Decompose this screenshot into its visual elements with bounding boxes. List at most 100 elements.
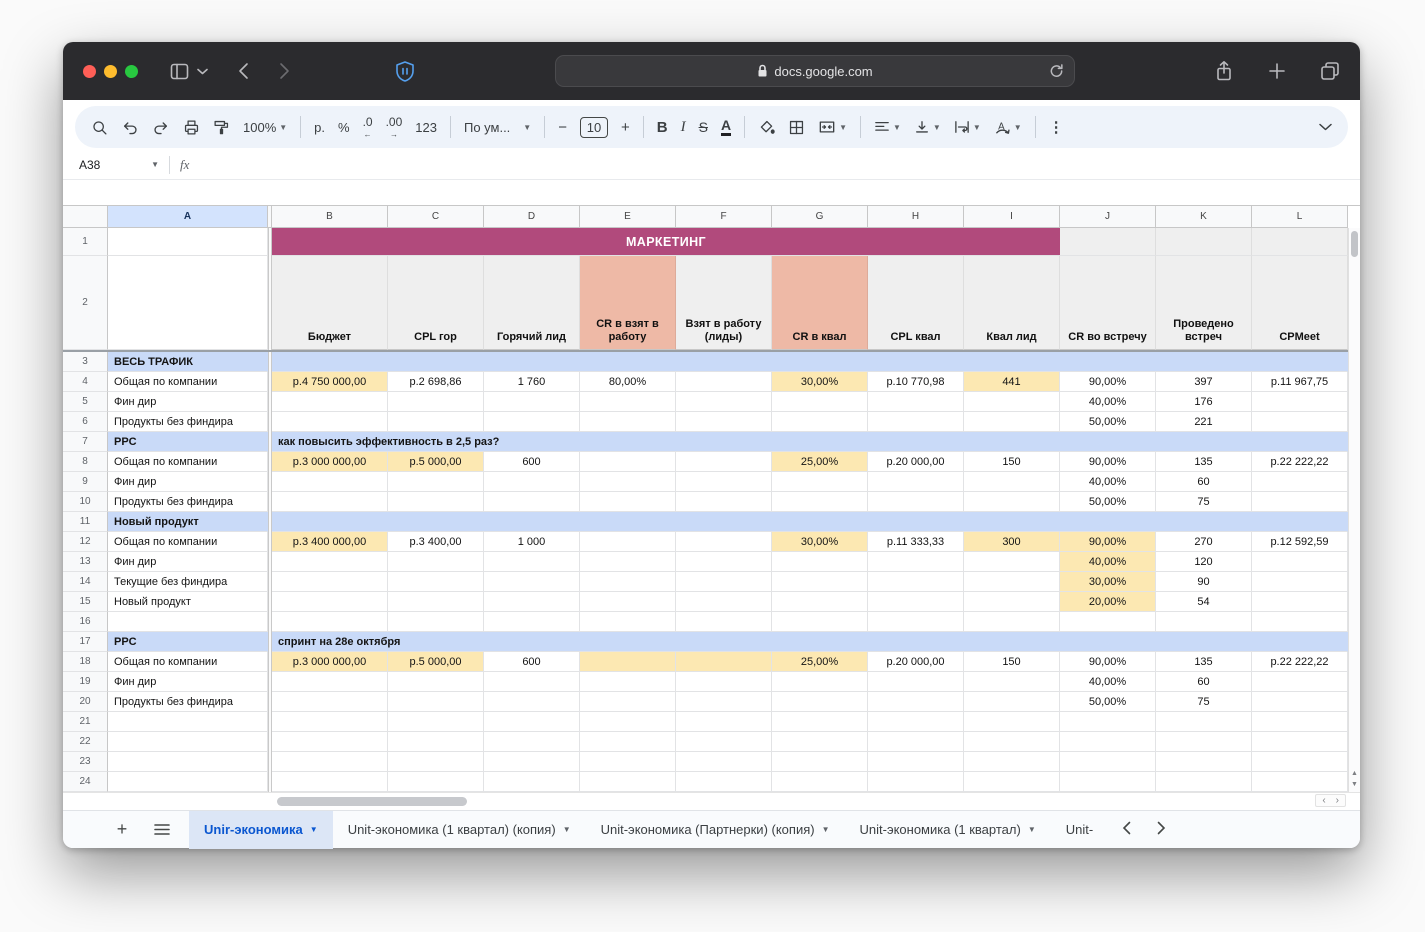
cell-C6[interactable] (388, 412, 484, 432)
cell-I20[interactable] (964, 692, 1060, 712)
cell-F9[interactable] (676, 472, 772, 492)
cell-J2[interactable]: CR во встречу (1060, 256, 1156, 350)
row-header-13[interactable]: 13 (63, 552, 108, 572)
vertical-scrollbar[interactable]: ▲ ▼ (1348, 228, 1360, 792)
text-rotation-icon[interactable]: A ▼ (995, 121, 1022, 134)
row-header-21[interactable]: 21 (63, 712, 108, 732)
row-header-2[interactable]: 2 (63, 256, 108, 350)
cell-B11[interactable] (272, 512, 1348, 532)
cell-I10[interactable] (964, 492, 1060, 512)
cell-I8[interactable]: 150 (964, 452, 1060, 472)
cell-G13[interactable] (772, 552, 868, 572)
tab-dropdown-icon[interactable]: ▼ (309, 825, 318, 834)
format-currency-button[interactable]: р. (314, 119, 326, 135)
row-header-22[interactable]: 22 (63, 732, 108, 752)
cell-G10[interactable] (772, 492, 868, 512)
cell-A13[interactable]: Фин дир (108, 552, 268, 572)
row-header-4[interactable]: 4 (63, 372, 108, 392)
cell-C21[interactable] (388, 712, 484, 732)
cell-B10[interactable] (272, 492, 388, 512)
cell-F19[interactable] (676, 672, 772, 692)
cell-A22[interactable] (108, 732, 268, 752)
cell-B8[interactable]: р.3 000 000,00 (272, 452, 388, 472)
cell-B20[interactable] (272, 692, 388, 712)
cell-I16[interactable] (964, 612, 1060, 632)
cell-A4[interactable]: Общая по компании (108, 372, 268, 392)
cell-F24[interactable] (676, 772, 772, 792)
cell-I18[interactable]: 150 (964, 652, 1060, 672)
horizontal-scrollbar[interactable]: ‹ › (63, 792, 1360, 810)
strikethrough-button[interactable]: S (698, 119, 708, 135)
cell-G16[interactable] (772, 612, 868, 632)
cell-F2[interactable]: Взят в работу (лиды) (676, 256, 772, 350)
cell-H18[interactable]: р.20 000,00 (868, 652, 964, 672)
cell-I12[interactable]: 300 (964, 532, 1060, 552)
cell-K22[interactable] (1156, 732, 1252, 752)
cell-J16[interactable] (1060, 612, 1156, 632)
sheet-tab-3[interactable]: Unit-экономика (Партнерки) (копия) ▼ (586, 811, 845, 849)
column-header-L[interactable]: L (1252, 206, 1348, 228)
cell-B2[interactable]: Бюджет (272, 256, 388, 350)
row-header-9[interactable]: 9 (63, 472, 108, 492)
cell-L14[interactable] (1252, 572, 1348, 592)
row-header-20[interactable]: 20 (63, 692, 108, 712)
cell-E5[interactable] (580, 392, 676, 412)
cell-J24[interactable] (1060, 772, 1156, 792)
cell-B14[interactable] (272, 572, 388, 592)
cell-F13[interactable] (676, 552, 772, 572)
cell-F12[interactable] (676, 532, 772, 552)
cell-F15[interactable] (676, 592, 772, 612)
cell-J1[interactable] (1060, 228, 1156, 256)
cell-G8[interactable]: 25,00% (772, 452, 868, 472)
row-header-6[interactable]: 6 (63, 412, 108, 432)
number-format-button[interactable]: 123 (415, 119, 437, 135)
cell-E8[interactable] (580, 452, 676, 472)
cell-A15[interactable]: Новый продукт (108, 592, 268, 612)
paint-format-icon[interactable] (213, 119, 230, 136)
cell-C9[interactable] (388, 472, 484, 492)
cell-J21[interactable] (1060, 712, 1156, 732)
tab-dropdown-icon[interactable]: ▼ (821, 825, 830, 834)
cell-L10[interactable] (1252, 492, 1348, 512)
cell-I21[interactable] (964, 712, 1060, 732)
bold-button[interactable]: B (656, 118, 668, 136)
fill-color-icon[interactable] (758, 119, 775, 136)
cell-L23[interactable] (1252, 752, 1348, 772)
back-button[interactable] (238, 62, 249, 80)
cell-F5[interactable] (676, 392, 772, 412)
cell-E4[interactable]: 80,00% (580, 372, 676, 392)
column-header-A[interactable]: A (108, 206, 268, 228)
cell-D24[interactable] (484, 772, 580, 792)
sheet-tab-2[interactable]: Unit-экономика (1 квартал) (копия) ▼ (333, 811, 586, 849)
column-header-C[interactable]: C (388, 206, 484, 228)
vertical-scroll-arrows[interactable]: ▲ ▼ (1351, 770, 1358, 788)
cell-J23[interactable] (1060, 752, 1156, 772)
cell-K9[interactable]: 60 (1156, 472, 1252, 492)
cell-L20[interactable] (1252, 692, 1348, 712)
cell-I2[interactable]: Квал лид (964, 256, 1060, 350)
cell-L4[interactable]: р.11 967,75 (1252, 372, 1348, 392)
cell-A23[interactable] (108, 752, 268, 772)
cell-B9[interactable] (272, 472, 388, 492)
cell-J6[interactable]: 50,00% (1060, 412, 1156, 432)
cell-L8[interactable]: р.22 222,22 (1252, 452, 1348, 472)
cell-G22[interactable] (772, 732, 868, 752)
row-header-17[interactable]: 17 (63, 632, 108, 652)
zoom-select[interactable]: 100% ▼ (243, 119, 288, 135)
new-tab-icon[interactable] (1268, 62, 1286, 80)
cell-C20[interactable] (388, 692, 484, 712)
share-icon[interactable] (1214, 60, 1234, 82)
cell-B22[interactable] (272, 732, 388, 752)
cell-F8[interactable] (676, 452, 772, 472)
cell-G15[interactable] (772, 592, 868, 612)
cell-K16[interactable] (1156, 612, 1252, 632)
text-color-button[interactable]: A (720, 117, 732, 137)
tabs-scroll-left-icon[interactable] (1122, 821, 1131, 838)
cell-H10[interactable] (868, 492, 964, 512)
cell-G14[interactable] (772, 572, 868, 592)
column-header-G[interactable]: G (772, 206, 868, 228)
cell-D15[interactable] (484, 592, 580, 612)
cell-C12[interactable]: р.3 400,00 (388, 532, 484, 552)
print-icon[interactable] (183, 119, 200, 136)
cell-K19[interactable]: 60 (1156, 672, 1252, 692)
